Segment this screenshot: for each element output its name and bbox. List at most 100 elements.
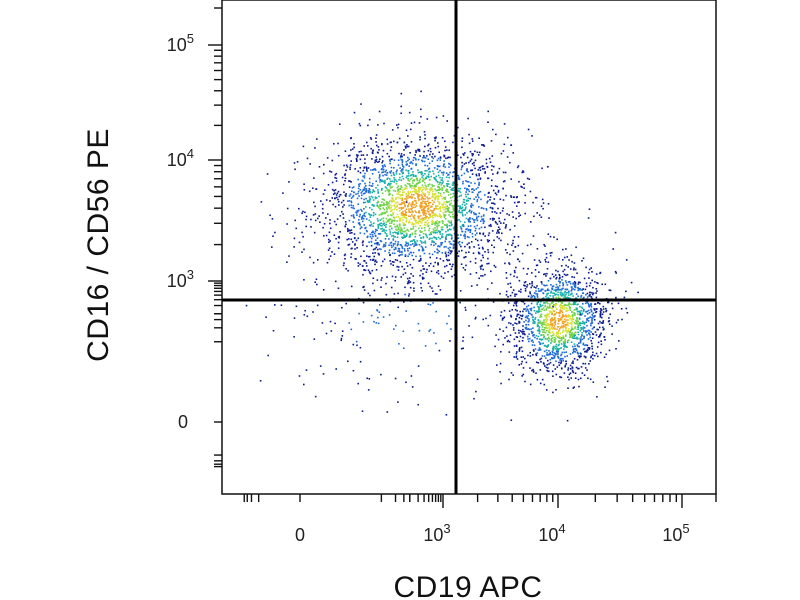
event-dot (571, 288, 573, 290)
event-dot (450, 193, 452, 195)
event-dot (431, 211, 433, 214)
event-dot (398, 254, 400, 257)
event-dot (349, 164, 352, 166)
event-dot (374, 213, 377, 216)
event-dot (378, 110, 381, 113)
event-dot (421, 172, 423, 175)
event-dot (365, 185, 367, 187)
x-tick-label: 104 (538, 521, 565, 545)
event-dot (368, 199, 371, 202)
event-dot (576, 326, 579, 328)
event-dot (472, 153, 474, 155)
event-dot (562, 297, 565, 299)
event-dot (452, 206, 455, 209)
event-dot (409, 234, 411, 237)
event-dot (386, 203, 389, 206)
event-dot (571, 293, 573, 295)
event-dot (443, 216, 446, 218)
event-dot (331, 251, 333, 253)
event-dot (499, 371, 501, 373)
event-dot (475, 188, 478, 190)
event-dot (593, 319, 596, 321)
event-dot (444, 237, 447, 239)
event-dot (555, 276, 558, 279)
event-dot (480, 268, 482, 270)
event-dot (464, 208, 467, 210)
event-dot (364, 269, 367, 272)
event-dot (368, 378, 371, 380)
event-dot (367, 191, 370, 194)
event-dot (365, 226, 367, 229)
event-dot (373, 204, 375, 206)
event-dot (547, 323, 550, 325)
event-dot (333, 189, 335, 192)
event-dot (449, 215, 452, 218)
event-dot (450, 211, 452, 214)
event-dot (461, 230, 464, 233)
event-dot (531, 344, 534, 346)
event-dot (585, 293, 587, 296)
event-dot (363, 208, 365, 210)
event-dot (576, 272, 578, 274)
event-dot (397, 306, 399, 309)
event-dot (546, 323, 549, 325)
event-dot (591, 293, 594, 296)
event-dot (435, 189, 438, 192)
event-dot (429, 328, 432, 331)
event-dot (430, 233, 432, 235)
event-dot (567, 387, 569, 389)
event-dot (424, 242, 427, 244)
event-dot (351, 241, 354, 243)
event-dot (417, 182, 419, 185)
event-dot (435, 342, 437, 345)
event-dot (555, 289, 557, 291)
event-dot (418, 190, 420, 193)
event-dot (553, 322, 556, 324)
event-dot (551, 288, 554, 291)
event-dot (440, 242, 443, 244)
event-dot (453, 209, 455, 212)
event-dot (576, 338, 578, 340)
event-dot (477, 178, 479, 181)
event-dot (379, 304, 381, 306)
event-dot (453, 243, 455, 246)
event-dot (463, 256, 466, 259)
event-dot (410, 375, 413, 377)
event-dot (325, 234, 328, 237)
event-dot (389, 180, 392, 183)
event-dot (370, 138, 373, 140)
event-dot (572, 333, 575, 336)
event-dot (423, 252, 426, 255)
event-dot (367, 389, 370, 391)
event-dot (265, 316, 267, 318)
event-dot (382, 198, 385, 201)
event-dot (358, 312, 360, 315)
event-dot (527, 295, 530, 298)
event-dot (361, 179, 364, 182)
event-dot (579, 313, 582, 316)
event-dot (558, 273, 561, 276)
event-dot (350, 137, 352, 139)
event-dot (580, 322, 583, 325)
event-dot (379, 208, 381, 210)
event-dot (452, 213, 454, 215)
event-dot (558, 337, 561, 339)
event-dot (432, 190, 434, 192)
x-tick-label: 103 (423, 521, 450, 545)
event-dot (445, 201, 448, 203)
event-dot (389, 207, 391, 210)
event-dot (435, 179, 437, 182)
event-dot (527, 267, 529, 270)
event-dot (368, 196, 371, 198)
event-dot (267, 354, 269, 357)
event-dot (434, 250, 436, 253)
event-dot (600, 340, 602, 342)
event-dot (507, 136, 509, 139)
event-dot (548, 363, 550, 365)
event-dot (415, 202, 418, 205)
event-dot (558, 329, 560, 332)
event-dot (386, 276, 388, 278)
event-dot (546, 292, 548, 295)
event-dot (586, 348, 589, 351)
event-dot (398, 250, 401, 253)
